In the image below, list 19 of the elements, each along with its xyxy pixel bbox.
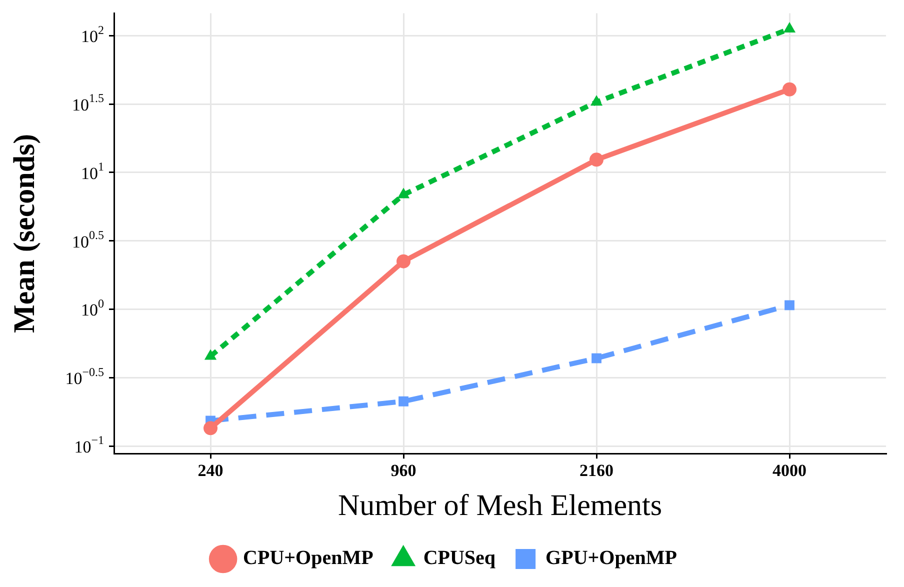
y-axis-title: Mean (seconds): [8, 134, 41, 333]
point: [204, 421, 218, 436]
legend-label: CPU+OpenMP: [243, 547, 374, 570]
point: [592, 353, 602, 364]
legend-label: GPU+OpenMP: [546, 547, 677, 570]
x-tick-label: 4000: [772, 461, 806, 480]
point: [590, 152, 604, 167]
x-tick-label: 960: [390, 461, 416, 480]
point: [782, 82, 796, 96]
point: [396, 254, 410, 268]
point: [398, 396, 408, 406]
legend-label: CPUSeq: [423, 547, 496, 570]
point: [783, 22, 796, 32]
point: [784, 300, 794, 310]
x-axis-title: Number of Mesh Elements: [338, 488, 662, 522]
x-tick-label: 240: [198, 461, 224, 480]
x-tick-label: 2160: [580, 461, 614, 480]
point: [590, 95, 603, 106]
point: [397, 188, 410, 198]
